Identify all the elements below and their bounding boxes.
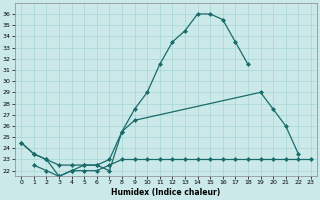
X-axis label: Humidex (Indice chaleur): Humidex (Indice chaleur) [111,188,221,197]
